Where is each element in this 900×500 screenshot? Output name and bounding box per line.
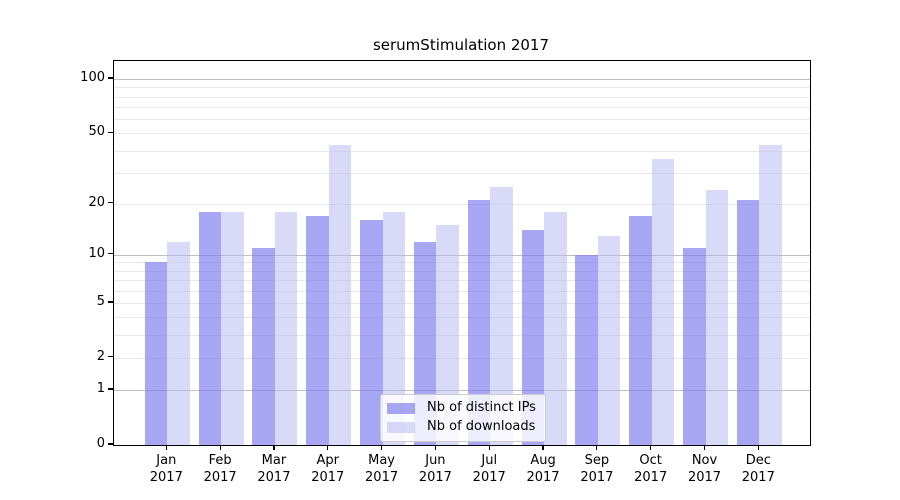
y-tick-label: 100 <box>80 70 105 86</box>
bar-ips-feb <box>198 211 222 445</box>
x-tick-label: May 2017 <box>365 453 399 485</box>
bar-ips-mar <box>252 247 275 445</box>
y-tick-label: 2 <box>96 348 105 364</box>
y-tick <box>108 443 113 445</box>
bar-ips-dec <box>736 199 760 445</box>
gridline-minor <box>114 302 810 304</box>
bar-downloads-mar <box>274 211 298 445</box>
x-tick-label: Apr 2017 <box>311 453 345 485</box>
x-tick <box>273 445 275 450</box>
gridline-minor <box>114 335 810 337</box>
y-tick-label: 10 <box>88 245 105 261</box>
bar-ips-oct <box>629 215 652 445</box>
gridline-major <box>114 390 810 392</box>
gridline-minor <box>114 150 810 152</box>
gridline-minor <box>114 96 810 98</box>
x-tick <box>219 445 221 450</box>
x-tick <box>542 445 544 450</box>
bar-downloads-dec <box>759 144 782 445</box>
x-tick-label: Mar 2017 <box>257 453 291 485</box>
gridline-minor <box>114 290 810 292</box>
x-tick <box>165 445 167 450</box>
legend-swatch-ips <box>387 402 415 414</box>
y-tick-label: 0 <box>96 436 105 451</box>
bar-ips-jul <box>467 199 491 445</box>
bar-ips-nov <box>683 247 706 445</box>
y-tick-label: 1 <box>96 381 105 397</box>
x-tick-label: Jul 2017 <box>472 453 506 485</box>
y-tick <box>108 253 113 255</box>
legend-row: Nb of distinct IPs <box>387 401 537 415</box>
y-tick <box>108 77 113 79</box>
gridline-major <box>114 254 810 256</box>
y-tick <box>108 201 113 204</box>
gridline-minor <box>114 106 810 108</box>
bar-downloads-aug <box>544 211 567 445</box>
y-tick-label: 5 <box>96 293 105 309</box>
x-tick <box>757 445 759 450</box>
y-tick <box>108 301 113 303</box>
y-tick-label: 20 <box>88 194 105 210</box>
gridline-minor <box>114 172 810 174</box>
x-tick <box>434 445 436 450</box>
legend-row: Nb of downloads <box>387 420 537 434</box>
x-tick-label: Dec 2017 <box>741 453 775 485</box>
x-tick-label: Oct 2017 <box>634 453 668 485</box>
gridline-minor <box>114 317 810 319</box>
bar-downloads-nov <box>705 189 728 445</box>
bar-downloads-apr <box>328 144 352 445</box>
gridline-minor <box>114 133 810 135</box>
bar-ips-may <box>360 220 383 445</box>
bar-downloads-feb <box>221 211 244 445</box>
bar-downloads-jan <box>167 241 190 445</box>
gridline-minor <box>114 262 810 264</box>
gridline-minor <box>114 270 810 272</box>
y-tick-label: 50 <box>88 124 105 140</box>
legend: Nb of distinct IPs Nb of downloads <box>380 394 546 442</box>
x-tick-label: Feb 2017 <box>203 453 237 485</box>
y-tick <box>108 388 113 390</box>
bar-downloads-jun <box>436 225 459 445</box>
x-tick <box>327 445 329 450</box>
x-tick <box>703 445 706 450</box>
gridline-minor <box>114 203 810 205</box>
gridline-major <box>114 79 810 81</box>
legend-swatch-downloads <box>387 421 415 433</box>
bar-ips-jan <box>144 262 168 445</box>
x-tick <box>650 445 652 450</box>
y-tick <box>108 356 113 358</box>
bar-downloads-sep <box>597 235 621 445</box>
gridline-minor <box>114 87 810 89</box>
chart-title: serumStimulation 2017 <box>372 36 550 54</box>
x-tick <box>488 445 490 450</box>
bar-downloads-oct <box>651 158 675 445</box>
bar-ips-aug <box>521 230 545 445</box>
x-tick <box>380 445 383 450</box>
legend-label: Nb of downloads <box>427 419 536 434</box>
x-tick-label: Nov 2017 <box>687 453 722 485</box>
bar-ips-sep <box>575 254 598 445</box>
y-tick <box>108 131 113 133</box>
bar-downloads-jul <box>490 186 513 445</box>
x-tick-label: Aug 2017 <box>526 453 560 485</box>
x-tick-label: Jun 2017 <box>418 453 452 485</box>
x-tick-label: Jan 2017 <box>149 453 183 485</box>
bar-ips-apr <box>306 215 329 445</box>
gridline-minor <box>114 280 810 282</box>
legend-label: Nb of distinct IPs <box>427 400 536 415</box>
bar-downloads-may <box>382 211 406 445</box>
gridline-minor <box>114 119 810 120</box>
gridline-minor <box>114 357 810 359</box>
plot-area <box>113 60 811 446</box>
x-tick-label: Sep 2017 <box>580 453 614 485</box>
x-tick <box>596 445 598 450</box>
